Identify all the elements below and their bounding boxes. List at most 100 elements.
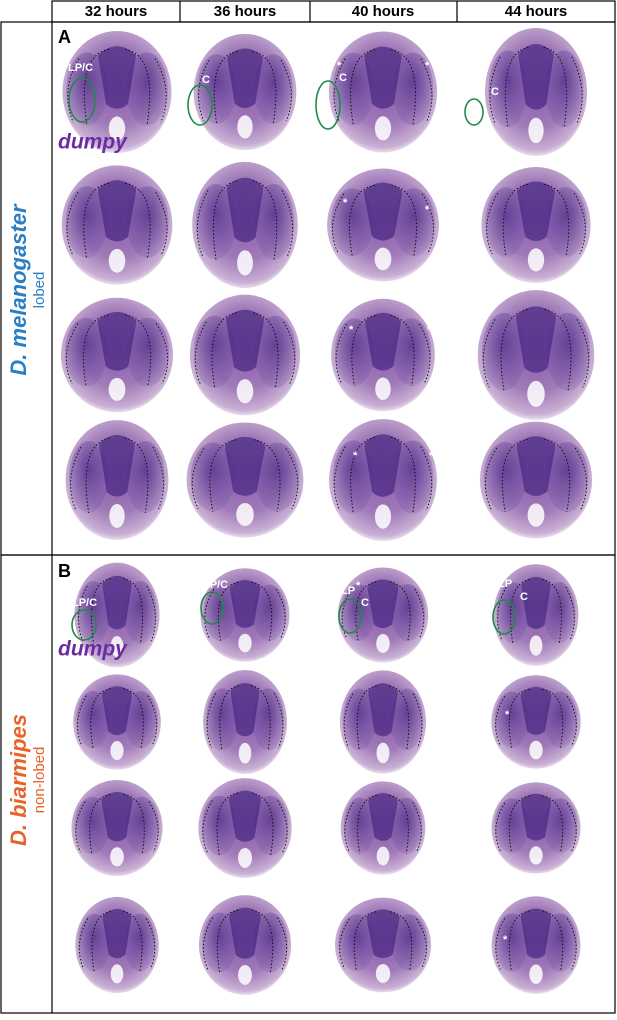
outline	[349, 184, 375, 257]
outline	[391, 184, 417, 257]
region-outlines	[68, 77, 516, 641]
outline	[252, 50, 277, 125]
brain-center	[224, 436, 266, 496]
gut	[110, 847, 124, 867]
specimen	[65, 420, 169, 540]
lobe	[197, 54, 237, 124]
region-label: LP/C	[68, 62, 93, 74]
specimen	[493, 564, 579, 666]
outline	[390, 911, 413, 972]
asterisk: *	[425, 594, 430, 606]
specimen	[491, 675, 581, 769]
gut	[529, 846, 543, 865]
asterisk: *	[427, 816, 432, 828]
lobe	[545, 187, 587, 257]
outline	[510, 578, 530, 644]
outline	[542, 578, 562, 644]
brain-center	[227, 48, 263, 108]
outline	[391, 49, 416, 126]
outline	[356, 685, 377, 751]
outline	[216, 909, 239, 973]
region-label: C	[339, 72, 347, 84]
outline	[202, 917, 214, 971]
outline	[544, 309, 572, 391]
lobe	[391, 914, 428, 972]
outline	[495, 917, 506, 970]
outline	[389, 685, 410, 751]
gut	[529, 635, 543, 656]
lobe	[76, 691, 110, 749]
gut	[374, 247, 392, 271]
brain-center	[363, 182, 403, 241]
specimen	[193, 33, 297, 151]
region-label: LP	[498, 578, 512, 590]
outline	[571, 56, 583, 125]
lobe	[126, 186, 169, 258]
gene-label: dumpy	[58, 131, 128, 154]
region-label: LP/C	[203, 579, 228, 591]
gut	[236, 503, 254, 527]
gut	[108, 248, 126, 273]
brain-center	[97, 46, 137, 109]
outline	[389, 794, 409, 854]
region-label: C	[202, 74, 210, 86]
lobe	[252, 795, 289, 856]
gut	[374, 504, 392, 529]
outline	[357, 794, 377, 854]
brain-center	[230, 683, 260, 737]
lobe	[390, 584, 426, 642]
lobe	[252, 584, 287, 641]
outline	[343, 693, 354, 749]
outline	[350, 436, 376, 514]
outline	[125, 314, 152, 387]
lobe	[330, 188, 374, 257]
region-label: LP	[186, 56, 200, 68]
outline	[212, 180, 238, 260]
region-label: C	[361, 597, 369, 609]
lobe	[253, 184, 295, 260]
brain-center	[364, 434, 402, 497]
brain-center	[518, 44, 554, 110]
annotations: A dumpy LP/C LP C LP * C * LP C * * * * …	[58, 27, 528, 946]
lobe	[195, 184, 237, 260]
specimen	[200, 568, 290, 662]
outline	[148, 801, 159, 853]
gut	[375, 963, 391, 983]
lobe	[545, 312, 591, 391]
specimen	[484, 28, 588, 156]
lobe	[66, 52, 108, 126]
gene-label: dumpy	[58, 638, 128, 661]
specimen	[73, 674, 161, 770]
brain-center	[520, 686, 552, 735]
brain-center	[520, 793, 552, 841]
outline	[125, 48, 151, 126]
outline	[145, 918, 156, 970]
asterisk: *	[503, 934, 508, 946]
outline	[331, 193, 345, 254]
outline	[420, 58, 433, 123]
gut	[237, 115, 253, 139]
lobe	[193, 315, 236, 389]
outline	[335, 323, 348, 384]
outline	[339, 918, 350, 969]
gut	[110, 635, 124, 657]
brain-center	[102, 908, 132, 959]
outline	[421, 193, 435, 254]
lobe	[78, 913, 110, 972]
outline	[154, 58, 167, 123]
outline	[544, 438, 571, 513]
column-header: 36 hours	[214, 3, 277, 20]
outline	[544, 183, 570, 257]
specimen	[328, 31, 438, 153]
outline	[497, 586, 507, 641]
gut	[527, 248, 545, 272]
outline	[123, 688, 144, 749]
gut	[238, 847, 252, 868]
column-header: 44 hours	[505, 3, 568, 20]
outline	[89, 793, 111, 855]
specimen	[337, 567, 429, 663]
outline	[90, 688, 111, 749]
gut	[108, 116, 126, 141]
